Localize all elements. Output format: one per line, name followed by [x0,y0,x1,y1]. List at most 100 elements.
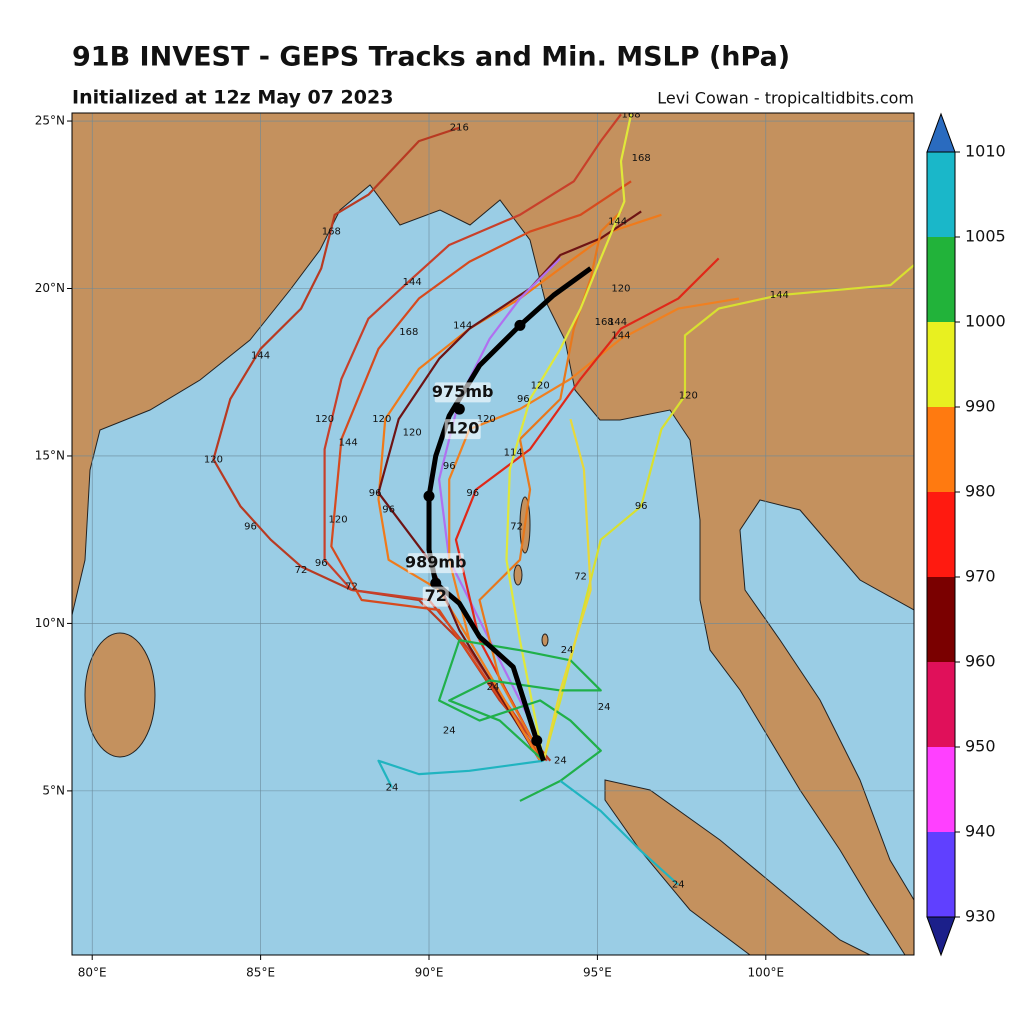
track-label: 120 [329,515,348,526]
nicobar-island [541,633,549,647]
tracks: 1209672144168216120144721441209616812096… [204,109,914,891]
mainland [72,113,914,955]
map: 1209672144168216120144721441209616812096… [72,109,914,955]
track-label: 72 [345,582,358,593]
y-tick-label: 15°N [35,448,65,462]
track [478,210,622,762]
track-label: 72 [295,565,308,576]
y-tick-label: 20°N [35,281,65,295]
track-label: 144 [770,290,789,301]
track-label: 168 [595,317,614,328]
track-label: 144 [403,277,422,288]
y-tick-label: 5°N [42,783,65,797]
track-label: 24 [443,726,456,737]
colorbar-band [927,662,955,747]
axes: 80°E 85°E 90°E 95°E 100°E 5°N 10°N 15°N 20°N 25°N [35,114,784,980]
mean-track [426,266,593,762]
colorbar-label: 940 [965,822,996,841]
track-label: 168 [632,153,651,164]
colorbar-frame [926,151,956,918]
sumatra [604,779,871,955]
track-label: 24 [487,682,500,693]
mean-track-dot [531,735,543,747]
gulf-of-thailand [739,499,914,901]
track [559,779,679,886]
track-label: 168 [399,327,418,338]
track-label: 24 [554,756,567,767]
annotation-box [444,419,481,440]
colorbar-under [926,916,956,957]
colorbar-band [927,237,955,322]
mean-track-dot [453,403,465,415]
colorbar-band [927,322,955,407]
track-label: 96 [466,488,479,499]
track-label: 114 [504,448,523,459]
x-tick-label: 95°E [583,966,612,980]
track-label: 72 [574,572,587,583]
track-label: 120 [611,284,630,295]
annotation: 120 [446,419,479,438]
track [212,126,552,762]
track-label: 96 [315,558,328,569]
colorbar-label: 970 [965,567,996,586]
track-label: 96 [443,461,456,472]
track-label: 120 [477,414,496,425]
andaman-island [513,564,523,586]
annotation: 989mb [405,553,467,572]
colorbar-label: 980 [965,482,996,501]
subtitle: Initialized at 12z May 07 2023 [72,87,393,109]
track-label: 144 [608,217,627,228]
credit: Levi Cowan - tropicaltidbits.com [657,89,914,108]
title: 91B INVEST - GEPS Tracks and Min. MSLP (… [72,42,790,73]
track-label: 144 [339,438,358,449]
track-label: 120 [315,414,334,425]
x-tick-label: 80°E [78,966,107,980]
colorbar-band [927,832,955,917]
colorbar-band [927,407,955,492]
track-label: 216 [450,123,469,134]
track [330,180,632,762]
track-label: 120 [679,391,698,402]
track-label: 144 [251,350,270,361]
colorbar-label: 1000 [965,312,1006,331]
track-label: 24 [386,783,399,794]
track-label: 96 [369,488,382,499]
y-tick-label: 10°N [35,616,65,630]
mean-track-dot [430,577,442,589]
track [377,759,544,789]
y-tick-label: 25°N [35,114,65,128]
x-tick-label: 100°E [748,966,785,980]
map-frame [71,112,915,956]
colorbar-label: 930 [965,907,996,926]
track-label: 24 [598,702,611,713]
track-label: 168 [622,109,641,120]
track-label: 96 [517,394,530,405]
track-label: 72 [510,521,523,532]
colorbar-label: 1005 [965,227,1006,246]
annotation-box [434,382,491,403]
colorbar: 930 940 950 960 970 980 990 1000 1005 1010 [926,112,1006,957]
track-label: 144 [608,317,627,328]
track-label: 120 [204,454,223,465]
annotation: 975mb [432,382,494,401]
track-label: 96 [244,521,257,532]
annotation: 72 [425,586,447,605]
track-label: 120 [531,381,550,392]
track [323,113,622,762]
colorbar-band [927,577,955,662]
track-label: 144 [453,320,472,331]
track-label: 144 [611,330,630,341]
colorbar-label: 960 [965,652,996,671]
track [448,297,740,762]
track [542,418,592,761]
colorbar-label: 1010 [965,142,1006,161]
colorbar-label: 950 [965,737,996,756]
track [454,257,720,762]
sri-lanka [84,632,156,758]
colorbar-label: 990 [965,397,996,416]
mean-track-dot [514,319,526,331]
track-label: 24 [561,645,574,656]
mean-track-dot [423,490,435,502]
annotation-box [407,553,464,574]
